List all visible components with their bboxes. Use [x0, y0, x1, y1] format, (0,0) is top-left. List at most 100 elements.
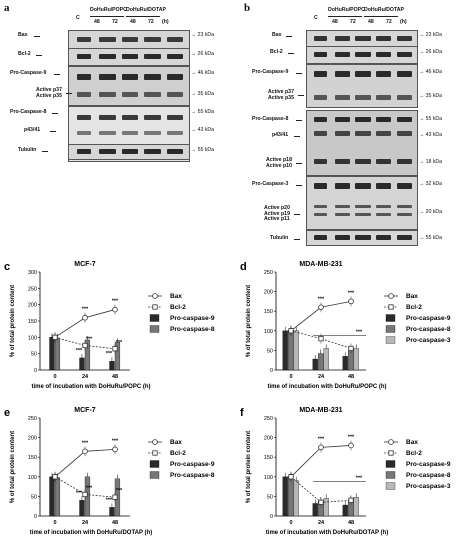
blot-band	[76, 54, 91, 59]
chart-letter: c	[4, 261, 10, 273]
legend-label: Pro-caspase-3	[406, 337, 451, 344]
legend-marker-bax	[152, 439, 158, 445]
y-axis-label: % of total protein content	[246, 285, 252, 357]
blot-band	[313, 71, 328, 77]
y-tick-label: 100	[264, 329, 273, 335]
x-tick-label: 48	[348, 374, 354, 380]
y-tick-label: 150	[264, 455, 273, 461]
y-tick-label: 0	[34, 514, 37, 520]
blot-band	[76, 149, 91, 154]
blot-band	[376, 183, 392, 189]
blot-strip	[306, 46, 418, 64]
legend-swatch-pro-caspase-3	[385, 336, 396, 344]
blot-row-pointer	[34, 35, 40, 37]
x-tick-label: 48	[112, 520, 118, 526]
blot-header-underline	[328, 16, 362, 17]
blot-band	[76, 92, 91, 97]
blot-band	[144, 74, 161, 80]
legend-swatch-pro-caspase-9	[385, 460, 396, 468]
blot-band	[313, 36, 328, 41]
y-tick-label: 250	[28, 416, 37, 422]
blot-band	[396, 213, 413, 216]
bar-pro-caspase-8	[54, 337, 61, 371]
blot-band	[99, 92, 116, 97]
bar-pro-caspase-3	[323, 348, 329, 371]
blot-band	[99, 149, 116, 154]
blot-mw-label: → 43 kDa	[419, 132, 443, 138]
blot-row-label: Active p18 Active p10	[266, 157, 292, 169]
x-tick-label: 24	[318, 520, 325, 526]
x-tick-label: 48	[112, 374, 118, 380]
blot-row-pointer	[54, 73, 60, 75]
legend-label: Pro-caspase-9	[406, 315, 451, 322]
blot-band	[144, 92, 161, 97]
blot-band	[355, 131, 371, 136]
blot-row-pointer	[296, 184, 302, 186]
y-tick-label: 250	[264, 416, 273, 422]
significance-mark: ***	[86, 337, 93, 343]
y-tick-label: 50	[31, 494, 37, 500]
bar-pro-caspase-8	[288, 330, 294, 371]
blot-band	[99, 74, 116, 80]
y-tick-label: 50	[267, 348, 273, 354]
blot-mw-label: → 26 kDa	[419, 49, 443, 55]
blot-row-pointer	[298, 95, 304, 97]
blot-header-underline	[90, 16, 124, 17]
point-bcl-2	[288, 474, 294, 480]
blot-band	[334, 36, 350, 41]
blot-band	[313, 205, 328, 208]
significance-mark: ***	[106, 351, 113, 357]
blot-row-pointer	[36, 54, 42, 56]
blot-header-underline	[126, 16, 160, 17]
legend-label: Pro-caspase-8	[170, 326, 215, 333]
point-bax	[82, 314, 88, 321]
point-bax	[318, 444, 324, 451]
x-tick-label: 24	[318, 374, 325, 380]
blot-band	[144, 37, 161, 42]
legend-swatch-pro-caspase-8	[385, 471, 396, 479]
blot-band	[376, 52, 392, 57]
legend-label: Bax	[170, 293, 182, 300]
legend-label: Bax	[170, 439, 182, 446]
bar-pro-caspase-8	[288, 477, 294, 517]
blot-header-t1: 48	[94, 19, 100, 25]
blot-band	[396, 52, 413, 57]
point-bax	[112, 446, 118, 453]
blot-header-t2: 72	[350, 19, 356, 25]
bar-pro-caspase-8	[114, 342, 121, 371]
blot-band	[313, 183, 328, 189]
blot-band	[396, 95, 413, 100]
blot-row-label: Bcl-2	[18, 51, 31, 57]
chart-d: d MDA-MB-231 0 50 100 150 200 250 % of total pro…	[240, 261, 451, 390]
blot-row-pointer	[296, 163, 302, 165]
blot-band	[99, 54, 116, 59]
y-tick-label: 100	[28, 475, 37, 481]
point-bcl-2	[52, 474, 58, 480]
y-tick-label: 200	[264, 436, 273, 442]
bar-pro-caspase-9	[342, 504, 348, 517]
y-tick-label: 50	[31, 352, 37, 358]
blot-row-label: Pro-Caspase-8	[252, 116, 289, 122]
significance-mark: ***	[112, 299, 119, 305]
y-tick-label: 100	[264, 475, 273, 481]
point-bcl-2	[82, 491, 88, 498]
blot-band	[121, 37, 139, 42]
blot-row-pointer	[294, 238, 300, 240]
y-tick-label: 250	[264, 270, 273, 276]
blot-row-label: p43/41	[24, 127, 41, 133]
blot-strip	[68, 66, 190, 106]
chart-letter: f	[240, 407, 244, 419]
blot-band	[313, 117, 328, 122]
point-bcl-2	[348, 345, 354, 352]
blot-mw-label: → 55 kDa	[191, 109, 215, 115]
blot-band	[396, 235, 413, 240]
blot-band	[76, 131, 91, 135]
blot-band	[334, 117, 350, 122]
blot-header-unit: (h)	[400, 19, 407, 25]
blot-band	[355, 159, 371, 164]
blot-header-ctrl: C	[76, 15, 80, 21]
blot-band	[313, 235, 328, 240]
blot-band	[166, 54, 184, 59]
significance-mark: ***	[106, 497, 113, 503]
y-tick-label: 150	[28, 319, 37, 325]
